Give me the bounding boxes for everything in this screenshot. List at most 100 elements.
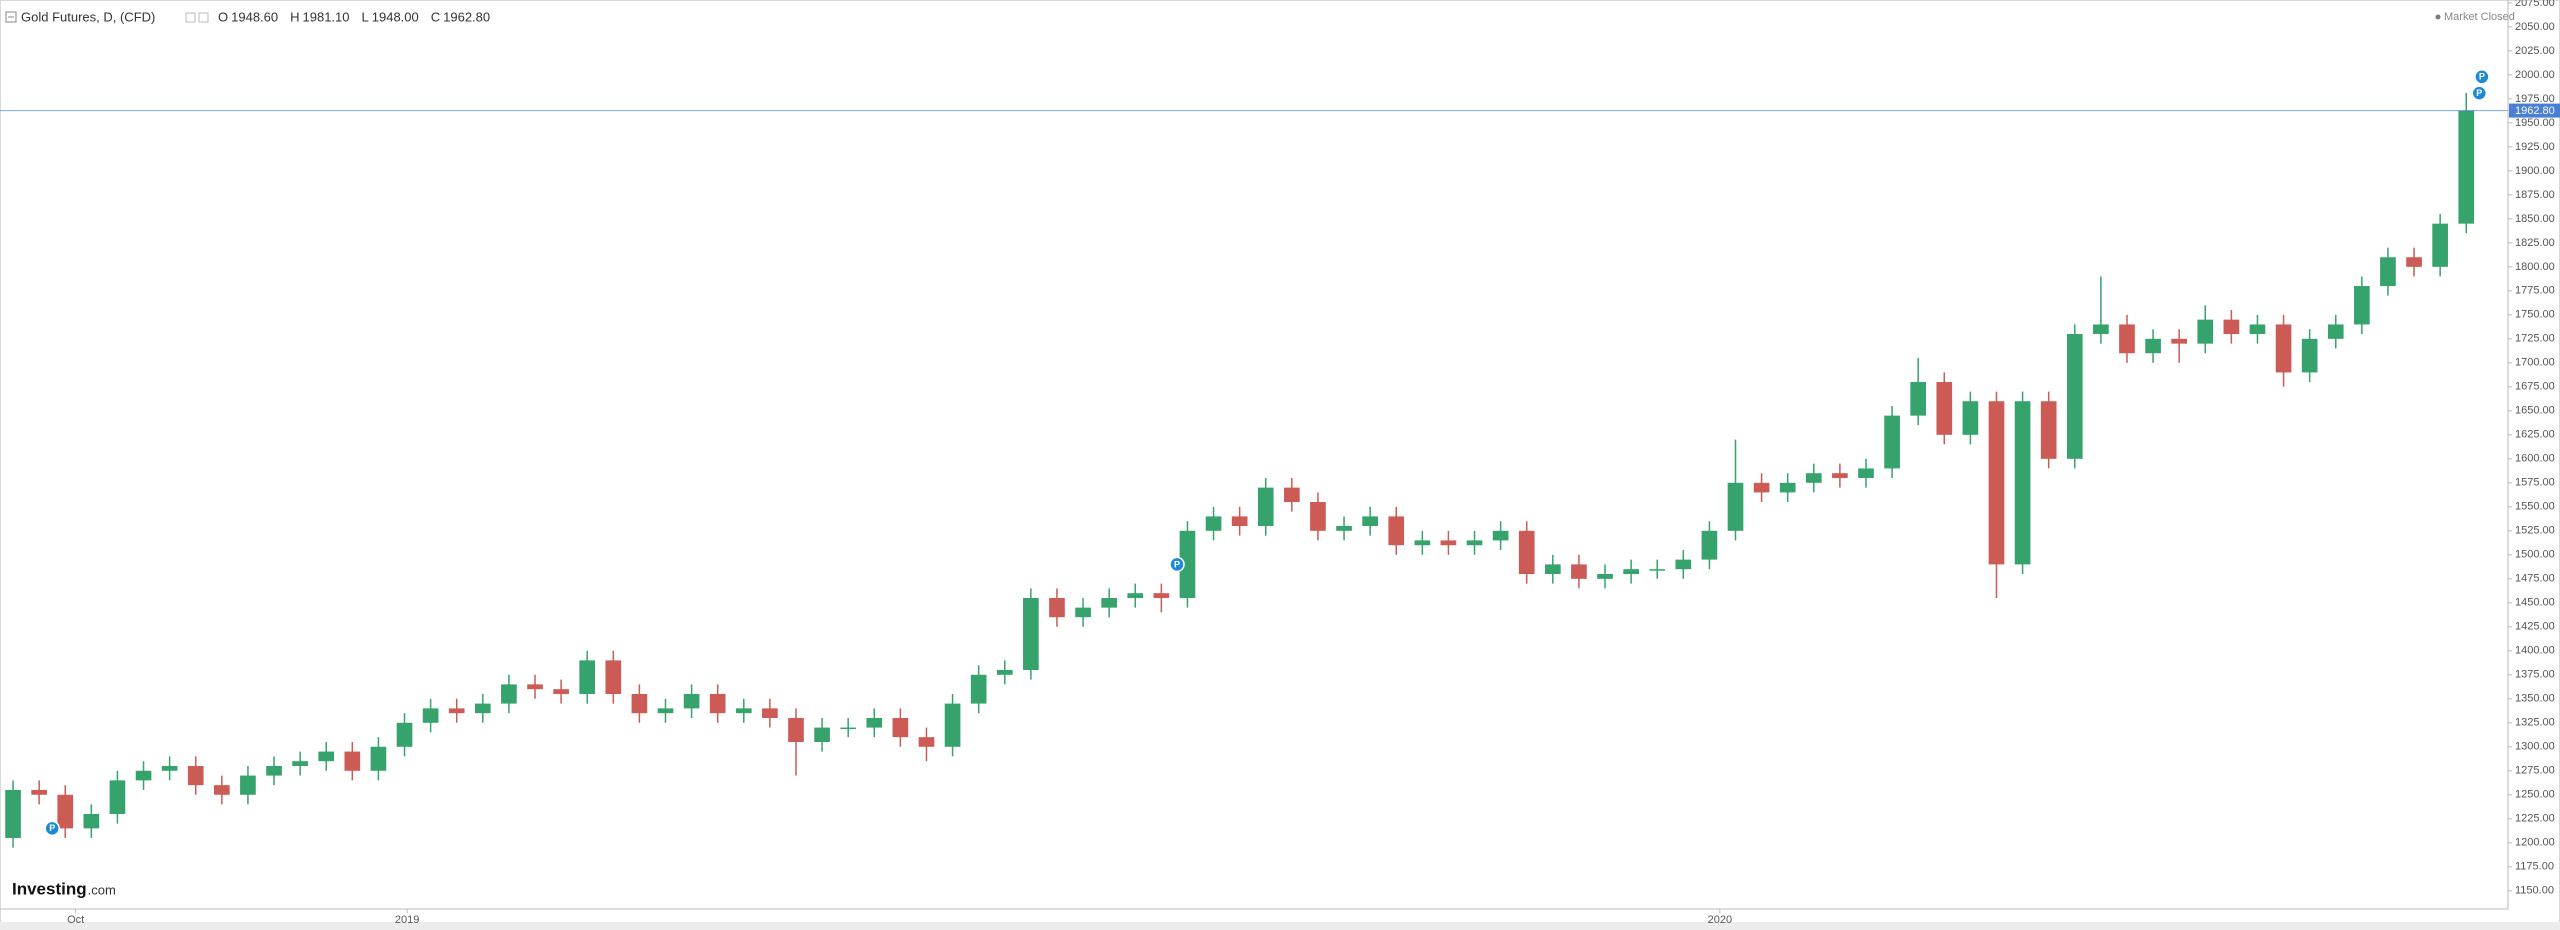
toolbar-icon[interactable] [185,12,196,23]
candle-body [1779,482,1796,493]
candle-body [2432,223,2448,267]
candle-body [1284,487,1300,503]
candle-body [1544,564,1561,575]
candle-body [892,717,909,738]
candle-body [2380,257,2396,287]
candle-body [1049,598,1065,618]
candle-body [1832,473,1848,479]
candle-body [1727,482,1744,531]
y-tick-label: 1500.00 [2515,549,2555,561]
y-tick-label: 1875.00 [2515,189,2555,201]
last-price-tag [2509,103,2560,118]
candle-body [2119,324,2135,354]
y-tick-label: 2000.00 [2515,69,2555,81]
candle-body [2066,334,2083,459]
candle-body [2275,324,2292,373]
x-tick-label: 2019 [395,914,419,926]
last-price-label: 1962.80 [2515,105,2555,117]
ohlc-name: H [290,9,299,24]
y-tick-label: 1650.00 [2515,405,2555,417]
candle-body [2354,286,2370,325]
candle-body [240,775,256,795]
candle-body [422,708,439,723]
candle-body [318,751,335,762]
candle-body [1336,526,1352,531]
logo-suffix: .com [88,882,116,897]
x-tick-label: 2020 [1708,914,1732,926]
ohlc-value: 1981.10 [303,9,350,24]
plot-area [5,93,2475,848]
candle-body [1910,382,1927,416]
event-marker [2471,85,2488,101]
candle-body [1492,530,1509,541]
candle-body [1884,415,1900,469]
market-status: Market Closed [2444,11,2515,23]
candle-body [5,789,21,838]
candle-body [788,717,804,742]
candle-body [1101,598,1117,608]
candle-body [1179,530,1196,599]
candle-body [1231,516,1248,527]
candle-body [1753,482,1770,493]
y-tick-label: 1450.00 [2515,597,2555,609]
candle-body [2093,324,2109,335]
ohlc-readout: O 1948.60 H 1981.10 L 1948.00 C 1962.80 [218,9,490,24]
candle-body [214,785,230,795]
ohlc-name: C [431,9,440,24]
candle-body [370,746,387,771]
candle-body [527,684,543,690]
y-tick-label: 1850.00 [2515,213,2555,225]
candle-body [2406,257,2422,267]
candle-body [1440,540,1457,546]
candle-body [579,660,596,694]
y-tick-label: 1825.00 [2515,237,2555,249]
candle-body [2197,319,2214,344]
candle-body [840,727,857,730]
candle-body [292,761,308,766]
candle-body [109,780,126,814]
y-tick-label: 1225.00 [2515,813,2555,825]
candle-body [1805,473,1822,483]
logo-name: Investing [12,879,87,898]
y-tick-label: 1325.00 [2515,717,2555,729]
candle-body [1388,516,1405,546]
y-tick-label: 1800.00 [2515,261,2555,273]
candle-body [1075,607,1091,618]
event-marker [44,820,60,837]
bottom-strip [0,922,2560,930]
ohlc-value: 1962.80 [443,9,490,24]
candle-body [135,770,152,781]
candle-body [161,765,178,771]
candle-body [448,708,465,714]
y-tick-label: 1975.00 [2515,93,2555,105]
candle-body [2249,324,2266,335]
candle-body [709,693,726,714]
candle-body [501,684,517,704]
candle-body [1362,516,1378,527]
y-tick-label: 1700.00 [2515,357,2555,369]
event-marker [1169,556,1185,573]
y-tick-label: 1625.00 [2515,429,2555,441]
candle-body [1597,574,1613,579]
candle-body [2458,110,2475,224]
toolbar-icon[interactable] [198,12,209,23]
candle-body [2040,401,2057,459]
candle-body [1023,598,1039,670]
candle-body [1205,516,1222,531]
candle-body [918,737,935,747]
y-tick-label: 1575.00 [2515,477,2555,489]
candle-body [1414,540,1431,546]
y-tick-label: 1175.00 [2515,861,2554,873]
candle-body [996,669,1013,675]
status-dot [2435,14,2441,20]
candle-body [31,789,47,795]
candle-body [2327,324,2344,339]
collapse-icon[interactable] [5,11,17,23]
candle-body [605,660,622,694]
candle-body [631,693,648,714]
candle-body [187,765,204,786]
candle-body [814,727,830,742]
candle-body [474,703,491,714]
y-tick-label: 1900.00 [2515,165,2555,177]
event-label: P [2479,72,2485,82]
